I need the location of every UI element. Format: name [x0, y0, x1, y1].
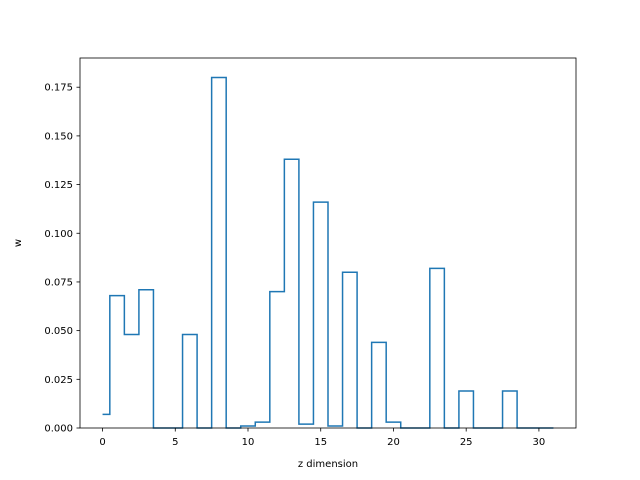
y-tick-label: 0.175	[44, 83, 73, 94]
x-axis-label: z dimension	[298, 459, 358, 470]
y-axis-ticks: 0.000 0.025 0.050 0.075 0.100 0.125 0.150 0.175	[44, 83, 80, 435]
y-tick-label: 0.050	[44, 326, 73, 337]
x-tick-label: 15	[314, 437, 327, 448]
x-axis-ticks: 0 5 10 15 20 25 30	[99, 428, 545, 448]
x-tick-label: 30	[533, 437, 546, 448]
x-tick-label: 10	[242, 437, 255, 448]
y-tick-label: 0.000	[44, 424, 73, 435]
x-tick-label: 25	[460, 437, 473, 448]
x-tick-label: 5	[172, 437, 178, 448]
x-tick-label: 0	[99, 437, 105, 448]
y-tick-label: 0.025	[44, 375, 73, 386]
y-axis-label: w	[13, 239, 24, 247]
axes-frame	[79, 57, 577, 429]
y-tick-label: 0.100	[44, 229, 73, 240]
y-tick-label: 0.150	[44, 131, 73, 142]
y-tick-label: 0.075	[44, 277, 73, 288]
y-tick-label: 0.125	[44, 180, 73, 191]
x-tick-label: 20	[387, 437, 400, 448]
